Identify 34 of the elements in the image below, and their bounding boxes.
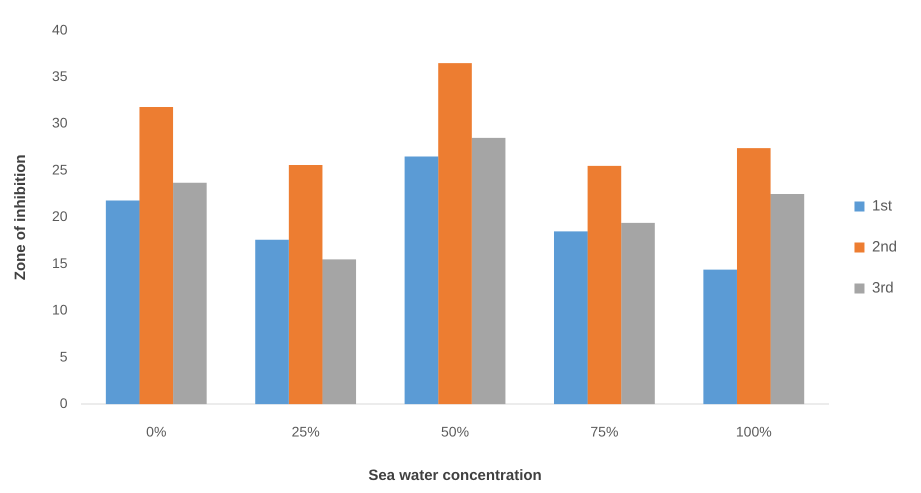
bar <box>139 107 174 404</box>
y-tick-label: 25 <box>52 161 68 178</box>
x-tick-label: 50% <box>441 423 470 440</box>
bar <box>404 156 438 404</box>
legend-label: 1st <box>872 198 893 215</box>
bar <box>173 182 207 404</box>
y-axis-title: Zone of inhibition <box>12 154 30 280</box>
legend-label: 3rd <box>872 280 894 297</box>
y-tick-label: 0 <box>60 395 68 412</box>
y-tick-label: 20 <box>52 208 68 224</box>
bar <box>438 63 472 404</box>
bar <box>322 259 356 404</box>
y-tick-label: 40 <box>52 21 68 38</box>
bar <box>621 222 655 404</box>
y-tick-label: 10 <box>52 302 68 318</box>
x-tick-label: 0% <box>146 423 166 440</box>
y-tick-label: 30 <box>52 114 68 131</box>
x-tick-label: 100% <box>736 423 772 440</box>
y-tick-label: 35 <box>52 68 68 84</box>
bar <box>554 231 588 404</box>
bar <box>736 148 771 404</box>
legend-label: 2nd <box>872 238 898 256</box>
bar <box>255 240 289 404</box>
bar <box>472 138 506 404</box>
x-tick-label: 25% <box>292 423 320 440</box>
bar <box>703 270 737 404</box>
y-tick-label: 5 <box>60 348 68 364</box>
bar <box>588 166 622 404</box>
bar <box>288 164 322 404</box>
y-tick-label: 15 <box>52 254 68 271</box>
x-tick-label: 75% <box>590 423 618 440</box>
bar <box>770 194 804 404</box>
bar <box>106 200 140 404</box>
x-axis-title: Sea water concentration <box>368 467 542 484</box>
